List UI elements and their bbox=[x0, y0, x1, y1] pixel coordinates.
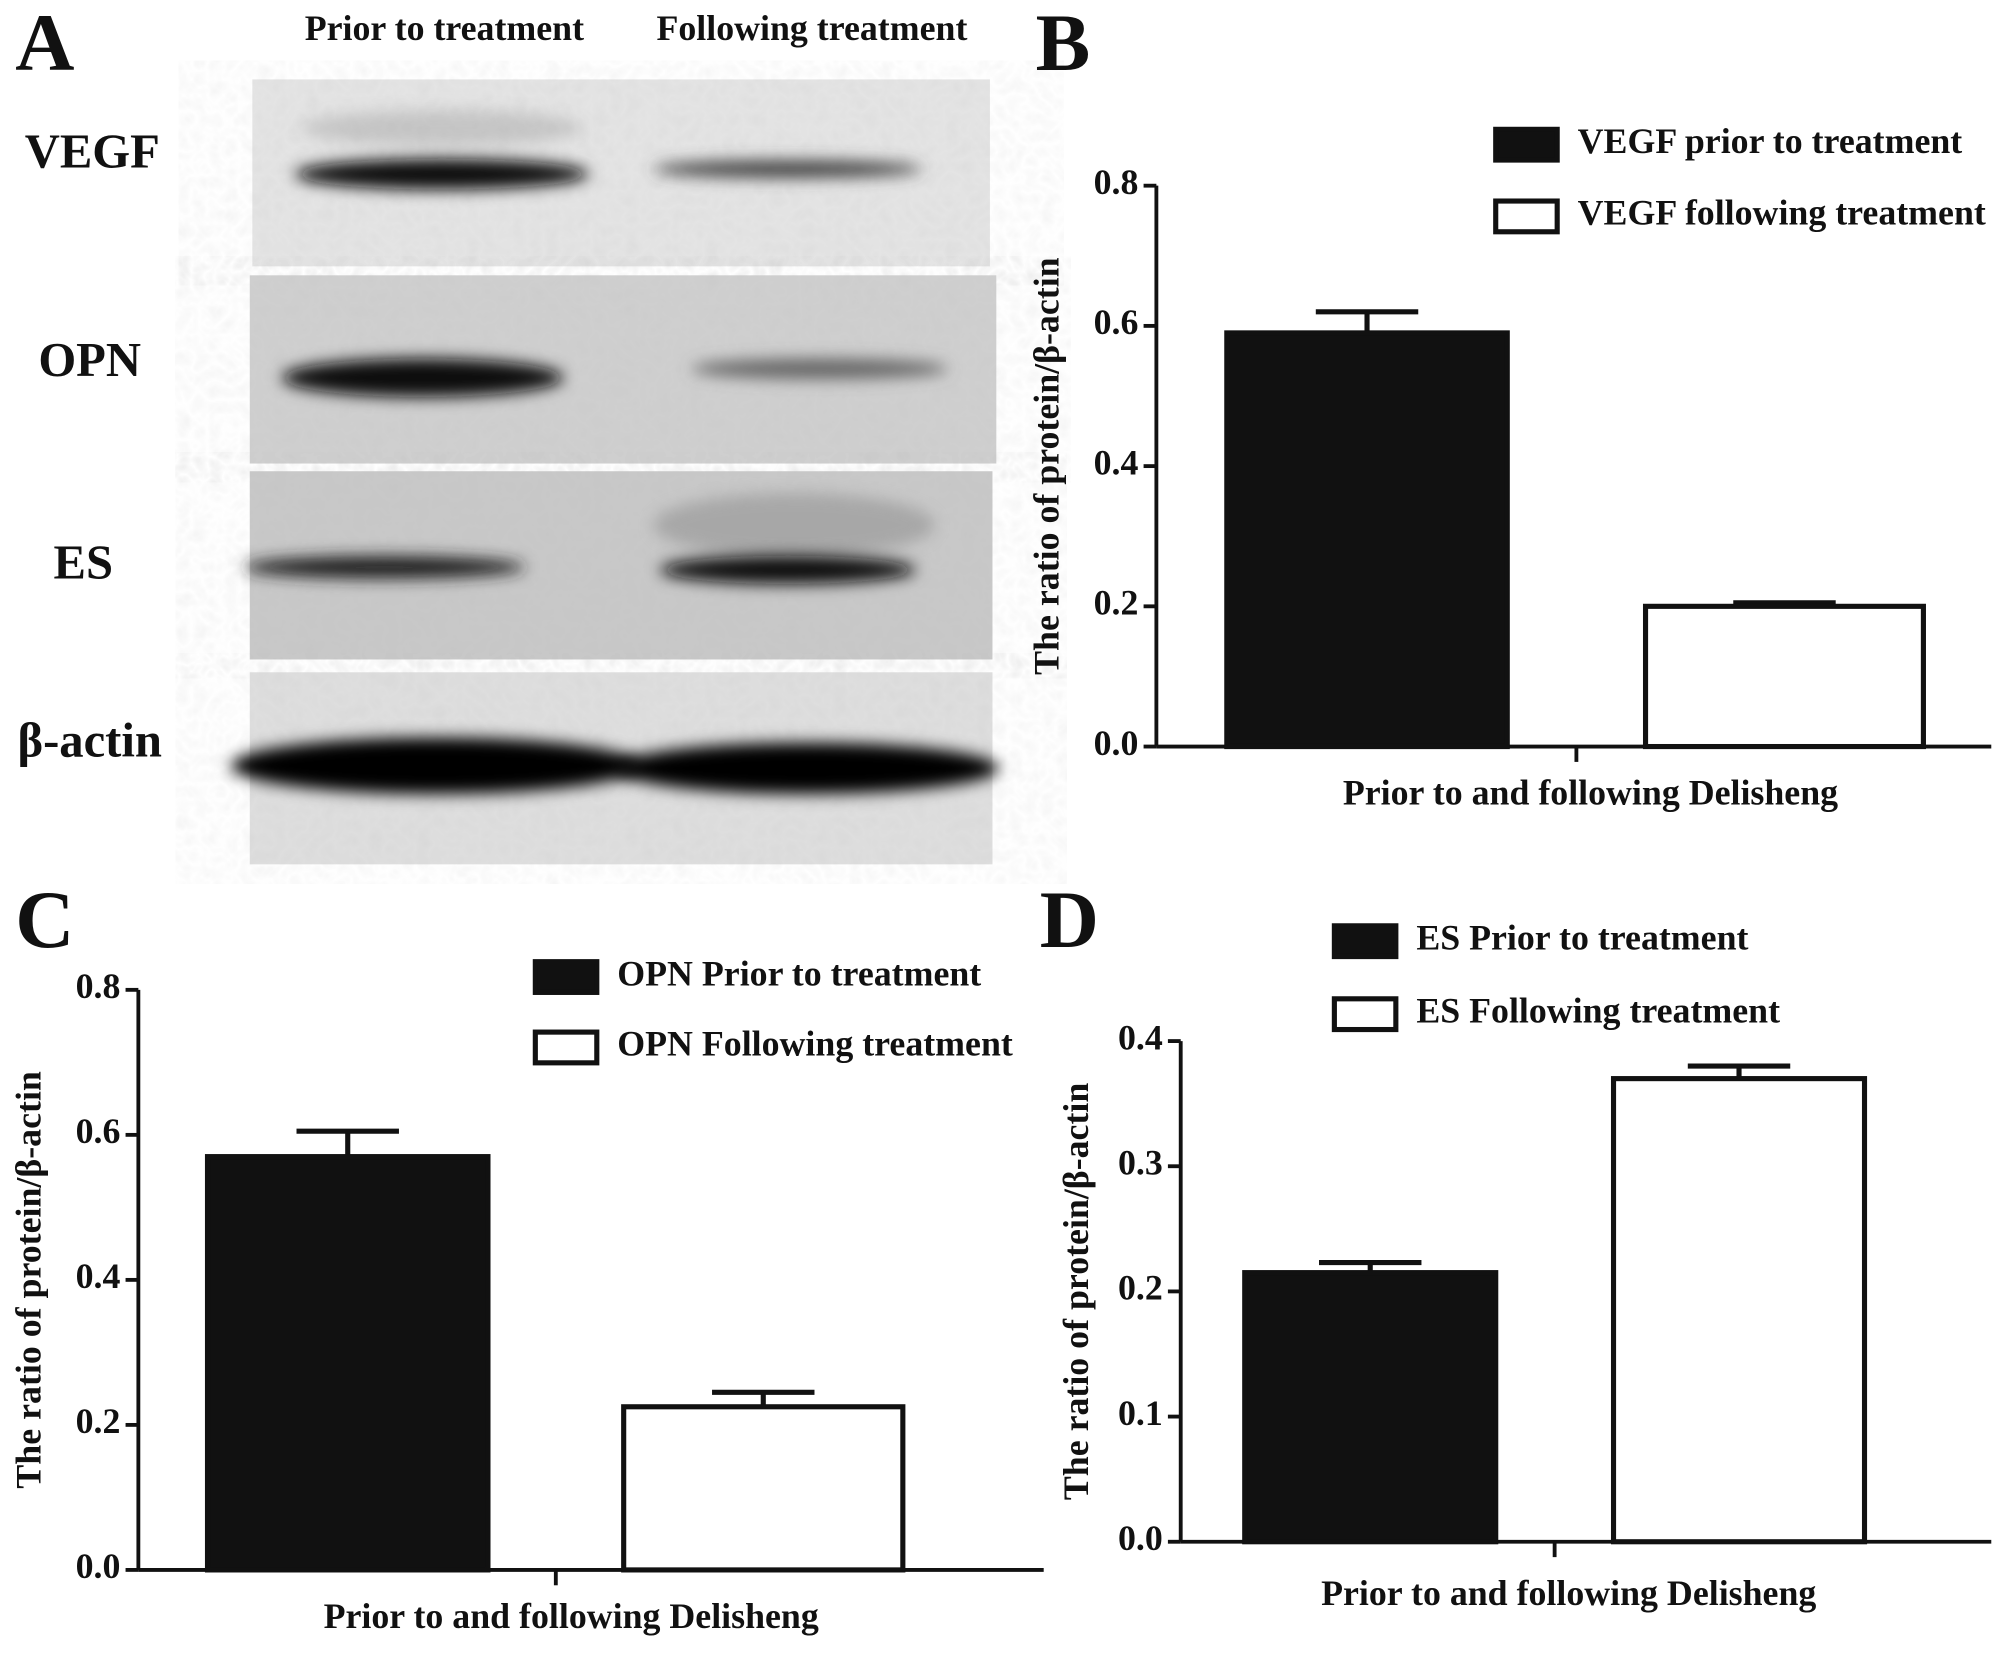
legend-label: ES Following treatment bbox=[1416, 990, 1780, 1030]
y-tick-label: 0.6 bbox=[1094, 302, 1139, 342]
legend-swatch bbox=[1331, 996, 1399, 1033]
y-axis-label: The ratio of protein/β-actin bbox=[1026, 257, 1066, 675]
x-axis-label: Prior to and following Delisheng bbox=[324, 1596, 819, 1636]
y-tick-label: 0.2 bbox=[1094, 583, 1139, 623]
row-label: ES bbox=[54, 535, 114, 589]
legend-swatch bbox=[532, 1029, 600, 1066]
row-label: VEGF bbox=[25, 124, 160, 178]
bar bbox=[1242, 1270, 1499, 1545]
bar-chart: B 0.0 0.2 0.4 0.6 0.8 Prior to and following D… bbox=[1026, 0, 1992, 813]
legend-swatch bbox=[1331, 923, 1399, 960]
y-tick-label: 0.2 bbox=[76, 1401, 121, 1441]
y-tick-label: 0.8 bbox=[1094, 162, 1139, 202]
legend-swatch bbox=[1493, 198, 1560, 235]
row-label: OPN bbox=[38, 333, 141, 387]
bar bbox=[1224, 330, 1510, 750]
x-axis-label: Prior to and following Delisheng bbox=[1321, 1573, 1816, 1613]
panel-label: B bbox=[1036, 0, 1091, 88]
y-axis-label: The ratio of protein/β-actin bbox=[1056, 1083, 1096, 1501]
blot-panel: A Prior to treatment Following treatment… bbox=[15, 0, 999, 865]
bar bbox=[1610, 1076, 1868, 1545]
bar bbox=[1642, 603, 1926, 750]
y-axis-label: The ratio of protein/β-actin bbox=[8, 1071, 48, 1489]
legend-label: VEGF prior to treatment bbox=[1578, 121, 1963, 161]
x-axis-label: Prior to and following Delisheng bbox=[1343, 773, 1838, 813]
bar-chart: C 0.0 0.2 0.4 0.6 0.8 Prior to and following D… bbox=[8, 874, 1044, 1636]
y-tick-label: 0.1 bbox=[1118, 1393, 1163, 1433]
y-tick-label: 0.4 bbox=[1118, 1017, 1163, 1057]
bar bbox=[621, 1404, 906, 1573]
y-tick-label: 0.0 bbox=[1118, 1518, 1163, 1558]
legend-label: VEGF following treatment bbox=[1578, 193, 1986, 233]
legend-swatch bbox=[532, 959, 600, 995]
y-tick-label: 0.4 bbox=[1094, 442, 1139, 482]
y-tick-label: 0.6 bbox=[76, 1111, 121, 1151]
y-tick-label: 0.2 bbox=[1118, 1268, 1163, 1308]
panel-label: C bbox=[15, 874, 74, 965]
legend-swatch bbox=[1493, 126, 1560, 163]
panel-label: D bbox=[1040, 874, 1099, 965]
row-label: β-actin bbox=[17, 713, 162, 767]
legend-label: ES Prior to treatment bbox=[1416, 917, 1748, 957]
blot-strips bbox=[230, 79, 999, 865]
y-tick-label: 0.4 bbox=[76, 1256, 121, 1296]
legend-label: OPN Prior to treatment bbox=[617, 953, 981, 993]
panel-label: A bbox=[15, 0, 74, 88]
bar bbox=[204, 1154, 491, 1573]
y-tick-label: 0.0 bbox=[76, 1546, 121, 1586]
y-tick-label: 0.3 bbox=[1118, 1142, 1163, 1182]
column-label: Prior to treatment bbox=[305, 8, 584, 48]
legend-label: OPN Following treatment bbox=[617, 1024, 1013, 1064]
y-tick-label: 0.8 bbox=[76, 966, 121, 1006]
y-tick-label: 0.0 bbox=[1094, 723, 1139, 763]
bar-chart: D 0.0 0.1 0.2 0.3 0.4 Prior to and following D… bbox=[1040, 874, 1992, 1613]
column-label: Following treatment bbox=[656, 8, 967, 48]
